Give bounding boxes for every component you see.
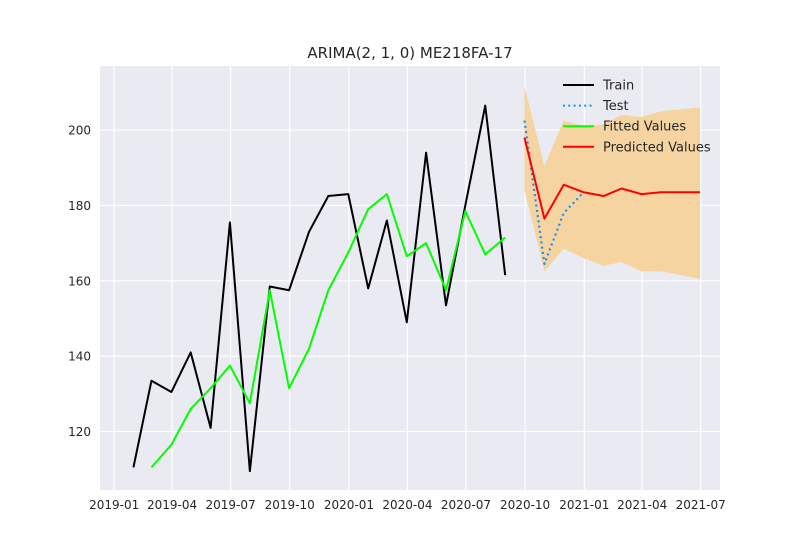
x-tick-label: 2019-01 — [89, 498, 139, 512]
legend-label-predicted-values: Predicted Values — [603, 140, 711, 155]
x-tick-label: 2020-04 — [382, 498, 432, 512]
x-tick-label: 2021-07 — [676, 498, 726, 512]
y-tick-label: 120 — [68, 425, 91, 439]
y-tick-label: 140 — [68, 350, 91, 364]
y-tick-label: 200 — [68, 124, 91, 138]
x-tick-label: 2020-07 — [441, 498, 491, 512]
legend-label-train: Train — [602, 79, 634, 94]
fitted-values-series-line — [150, 193, 506, 469]
chart-title: ARIMA(2, 1, 0) ME218FA-17 — [307, 44, 512, 62]
x-tick-label: 2021-01 — [559, 498, 609, 512]
y-tick-label: 180 — [68, 199, 91, 213]
x-tick-label: 2021-04 — [617, 498, 667, 512]
legend: Train Test Fitted Values Predicted Values — [563, 79, 711, 155]
x-tick-label: 2020-10 — [500, 498, 550, 512]
legend-label-test: Test — [602, 99, 629, 114]
x-tick-label: 2020-01 — [324, 498, 374, 512]
test-series-line — [523, 120, 585, 265]
legend-label-fitted-values: Fitted Values — [603, 120, 686, 135]
y-axis-ticks: 120 140 160 180 200 — [68, 124, 91, 440]
series-layer — [132, 104, 701, 473]
x-tick-label: 2019-10 — [265, 498, 315, 512]
confidence-interval-band — [524, 86, 701, 279]
x-tick-label: 2019-07 — [205, 498, 255, 512]
x-tick-label: 2019-04 — [147, 498, 197, 512]
y-tick-label: 160 — [68, 274, 91, 288]
confidence-band-layer — [524, 86, 701, 279]
predicted-values-series-line — [523, 137, 701, 220]
x-axis-ticks: 2019-01 2019-04 2019-07 2019-10 2020-01 2020-… — [89, 498, 726, 512]
